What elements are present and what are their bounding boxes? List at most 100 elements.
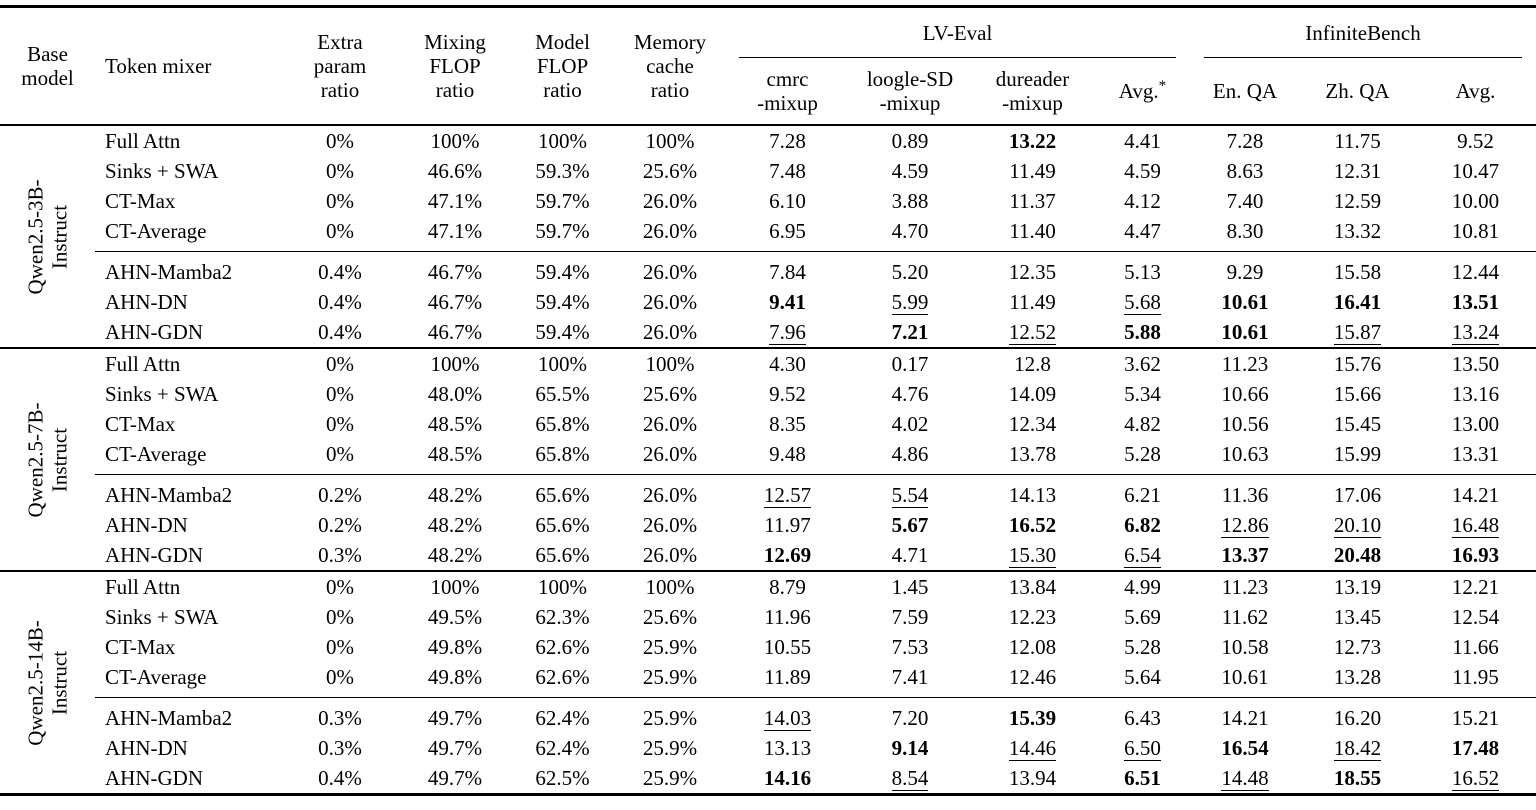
value-cell: 13.50 — [1451, 351, 1500, 376]
table-row: AHN-DN 0.2% 48.2% 65.6% 26.0% 11.97 5.67 16.52 6… — [0, 510, 1536, 540]
value-cell: 15.58 — [1300, 251, 1415, 287]
value-cell: 13.24 — [1415, 317, 1536, 348]
token-mixer-cell: Full Attn — [105, 574, 181, 599]
value-cell: 13.37 — [1190, 540, 1300, 571]
value-cell: 5.54 — [850, 474, 970, 510]
value-cell: 49.7% — [427, 765, 483, 790]
value-cell: 12.59 — [1333, 188, 1382, 213]
value-cell: 25.6% — [642, 381, 698, 406]
token-mixer-cell: Full Attn — [105, 128, 181, 153]
base-model-label: Qwen2.5-7B- Instruct — [0, 348, 95, 571]
table-row: Qwen2.5-3B- Instruct Full Attn 0% 100% 100% 1… — [0, 125, 1536, 294]
value-cell: 0.3% — [318, 735, 362, 760]
table-row: CT-Max 0% 48.5% 65.8% 26.0% 8.35 4.02 12.34 4.82… — [0, 409, 1536, 439]
model-block-3: Qwen2.5-14B- Instruct Full Attn 0% 100% 100%… — [0, 571, 1536, 795]
value-cell: 0.89 — [891, 128, 929, 153]
second-best-value: 12.86 — [1221, 512, 1269, 538]
value-cell: 7.48 — [769, 158, 806, 183]
token-mixer-cell: CT-Max — [105, 411, 176, 436]
best-value: 10.61 — [1221, 319, 1269, 344]
table-row: AHN-DN 0.4% 46.7% 59.4% 26.0% 9.41 5.99 11.49 5.… — [0, 287, 1536, 317]
value-cell: 15.39 — [970, 697, 1095, 733]
value-cell: 7.20 — [850, 697, 970, 733]
value-cell: 15.66 — [1333, 381, 1382, 406]
value-cell: 12.35 — [970, 251, 1095, 287]
value-cell: 49.7% — [427, 735, 483, 760]
value-cell: 4.59 — [1124, 158, 1161, 183]
value-cell: 15.45 — [1333, 411, 1382, 436]
value-cell: 0.2% — [280, 474, 400, 510]
value-cell: 65.8% — [535, 441, 590, 466]
value-cell: 15.21 — [1415, 697, 1536, 733]
value-cell: 59.4% — [535, 319, 590, 344]
value-cell: 10.61 — [1221, 664, 1269, 689]
table-row: CT-Average 0% 49.8% 62.6% 25.9% 11.89 7.41 12.4… — [0, 662, 1536, 698]
value-cell: 6.51 — [1095, 763, 1190, 795]
value-cell: 5.34 — [1124, 381, 1161, 406]
value-cell: 48.2% — [427, 512, 483, 537]
value-cell: 13.22 — [970, 125, 1095, 156]
value-cell: 26.0% — [642, 218, 698, 243]
second-best-value: 7.96 — [769, 319, 806, 345]
table-row: Sinks + SWA 0% 46.6% 59.3% 25.6% 7.48 4.59 11.4… — [0, 156, 1536, 186]
value-cell: 0% — [326, 188, 354, 213]
value-cell: 0.17 — [891, 351, 929, 376]
value-cell: 15.87 — [1300, 317, 1415, 348]
value-cell: 46.7% — [400, 251, 510, 287]
value-cell: 62.4% — [535, 735, 590, 760]
col-header-extra-param-ratio: Extra param ratio — [280, 6, 400, 126]
value-cell: 11.40 — [1009, 218, 1056, 243]
value-cell: 62.4% — [510, 697, 615, 733]
value-cell: 5.13 — [1095, 251, 1190, 287]
value-cell: 4.86 — [891, 441, 929, 466]
value-cell: 25.9% — [642, 765, 698, 790]
results-table: Base model Token mixer Extra param ratio… — [0, 5, 1536, 796]
base-model-rotated-text: Qwen2.5-7B- Instruct — [22, 402, 71, 517]
token-mixer-cell: AHN-DN — [105, 512, 188, 537]
value-cell: 62.6% — [535, 634, 590, 659]
value-cell: 6.54 — [1095, 540, 1190, 571]
col-header-token-mixer: Token mixer — [95, 6, 280, 126]
value-cell: 4.12 — [1124, 188, 1161, 213]
col-header-cmrc-mixup: cmrc -mixup — [725, 58, 850, 126]
value-cell: 25.9% — [642, 735, 698, 760]
value-cell: 9.48 — [769, 441, 806, 466]
value-cell: 12.54 — [1451, 604, 1500, 629]
value-cell: 11.89 — [764, 664, 811, 689]
token-mixer-cell: AHN-Mamba2 — [95, 251, 280, 287]
footnote-asterisk: * — [1158, 78, 1167, 95]
value-cell: 14.03 — [725, 697, 850, 733]
value-cell: 7.40 — [1226, 188, 1264, 213]
second-best-value: 15.87 — [1333, 319, 1382, 345]
value-cell: 13.94 — [1008, 765, 1057, 790]
value-cell: 48.5% — [427, 441, 483, 466]
col-header-loogle-sd-mixup: loogle-SD -mixup — [850, 58, 970, 126]
value-cell: 14.21 — [1415, 474, 1536, 510]
token-mixer-cell: CT-Average — [105, 218, 207, 243]
token-mixer-cell: AHN-DN — [105, 735, 188, 760]
value-cell: 25.6% — [642, 604, 698, 629]
value-cell: 7.96 — [725, 317, 850, 348]
value-cell: 59.7% — [535, 218, 590, 243]
value-cell: 13.16 — [1451, 381, 1500, 406]
value-cell: 14.21 — [1190, 697, 1300, 733]
best-value: 13.37 — [1221, 542, 1269, 567]
value-cell: 14.16 — [725, 763, 850, 795]
token-mixer-cell: AHN-Mamba2 — [95, 697, 280, 733]
token-mixer-cell: AHN-DN — [105, 289, 188, 314]
value-cell: 48.5% — [427, 411, 483, 436]
value-cell: 11.97 — [764, 512, 811, 537]
value-cell: 13.84 — [1008, 574, 1057, 599]
table-row: AHN-Mamba2 0.4% 46.7% 59.4% 26.0% 7.84 5.20 12.… — [0, 251, 1536, 287]
value-cell: 4.71 — [891, 542, 929, 567]
value-cell: 20.48 — [1300, 540, 1415, 571]
value-cell: 15.99 — [1333, 441, 1382, 466]
second-best-value: 18.42 — [1333, 735, 1382, 761]
value-cell: 9.52 — [769, 381, 806, 406]
value-cell: 47.1% — [427, 188, 483, 213]
value-cell: 6.50 — [1095, 733, 1190, 763]
value-cell: 13.45 — [1333, 604, 1382, 629]
value-cell: 4.59 — [891, 158, 929, 183]
value-cell: 5.20 — [850, 251, 970, 287]
value-cell: 6.10 — [769, 188, 806, 213]
